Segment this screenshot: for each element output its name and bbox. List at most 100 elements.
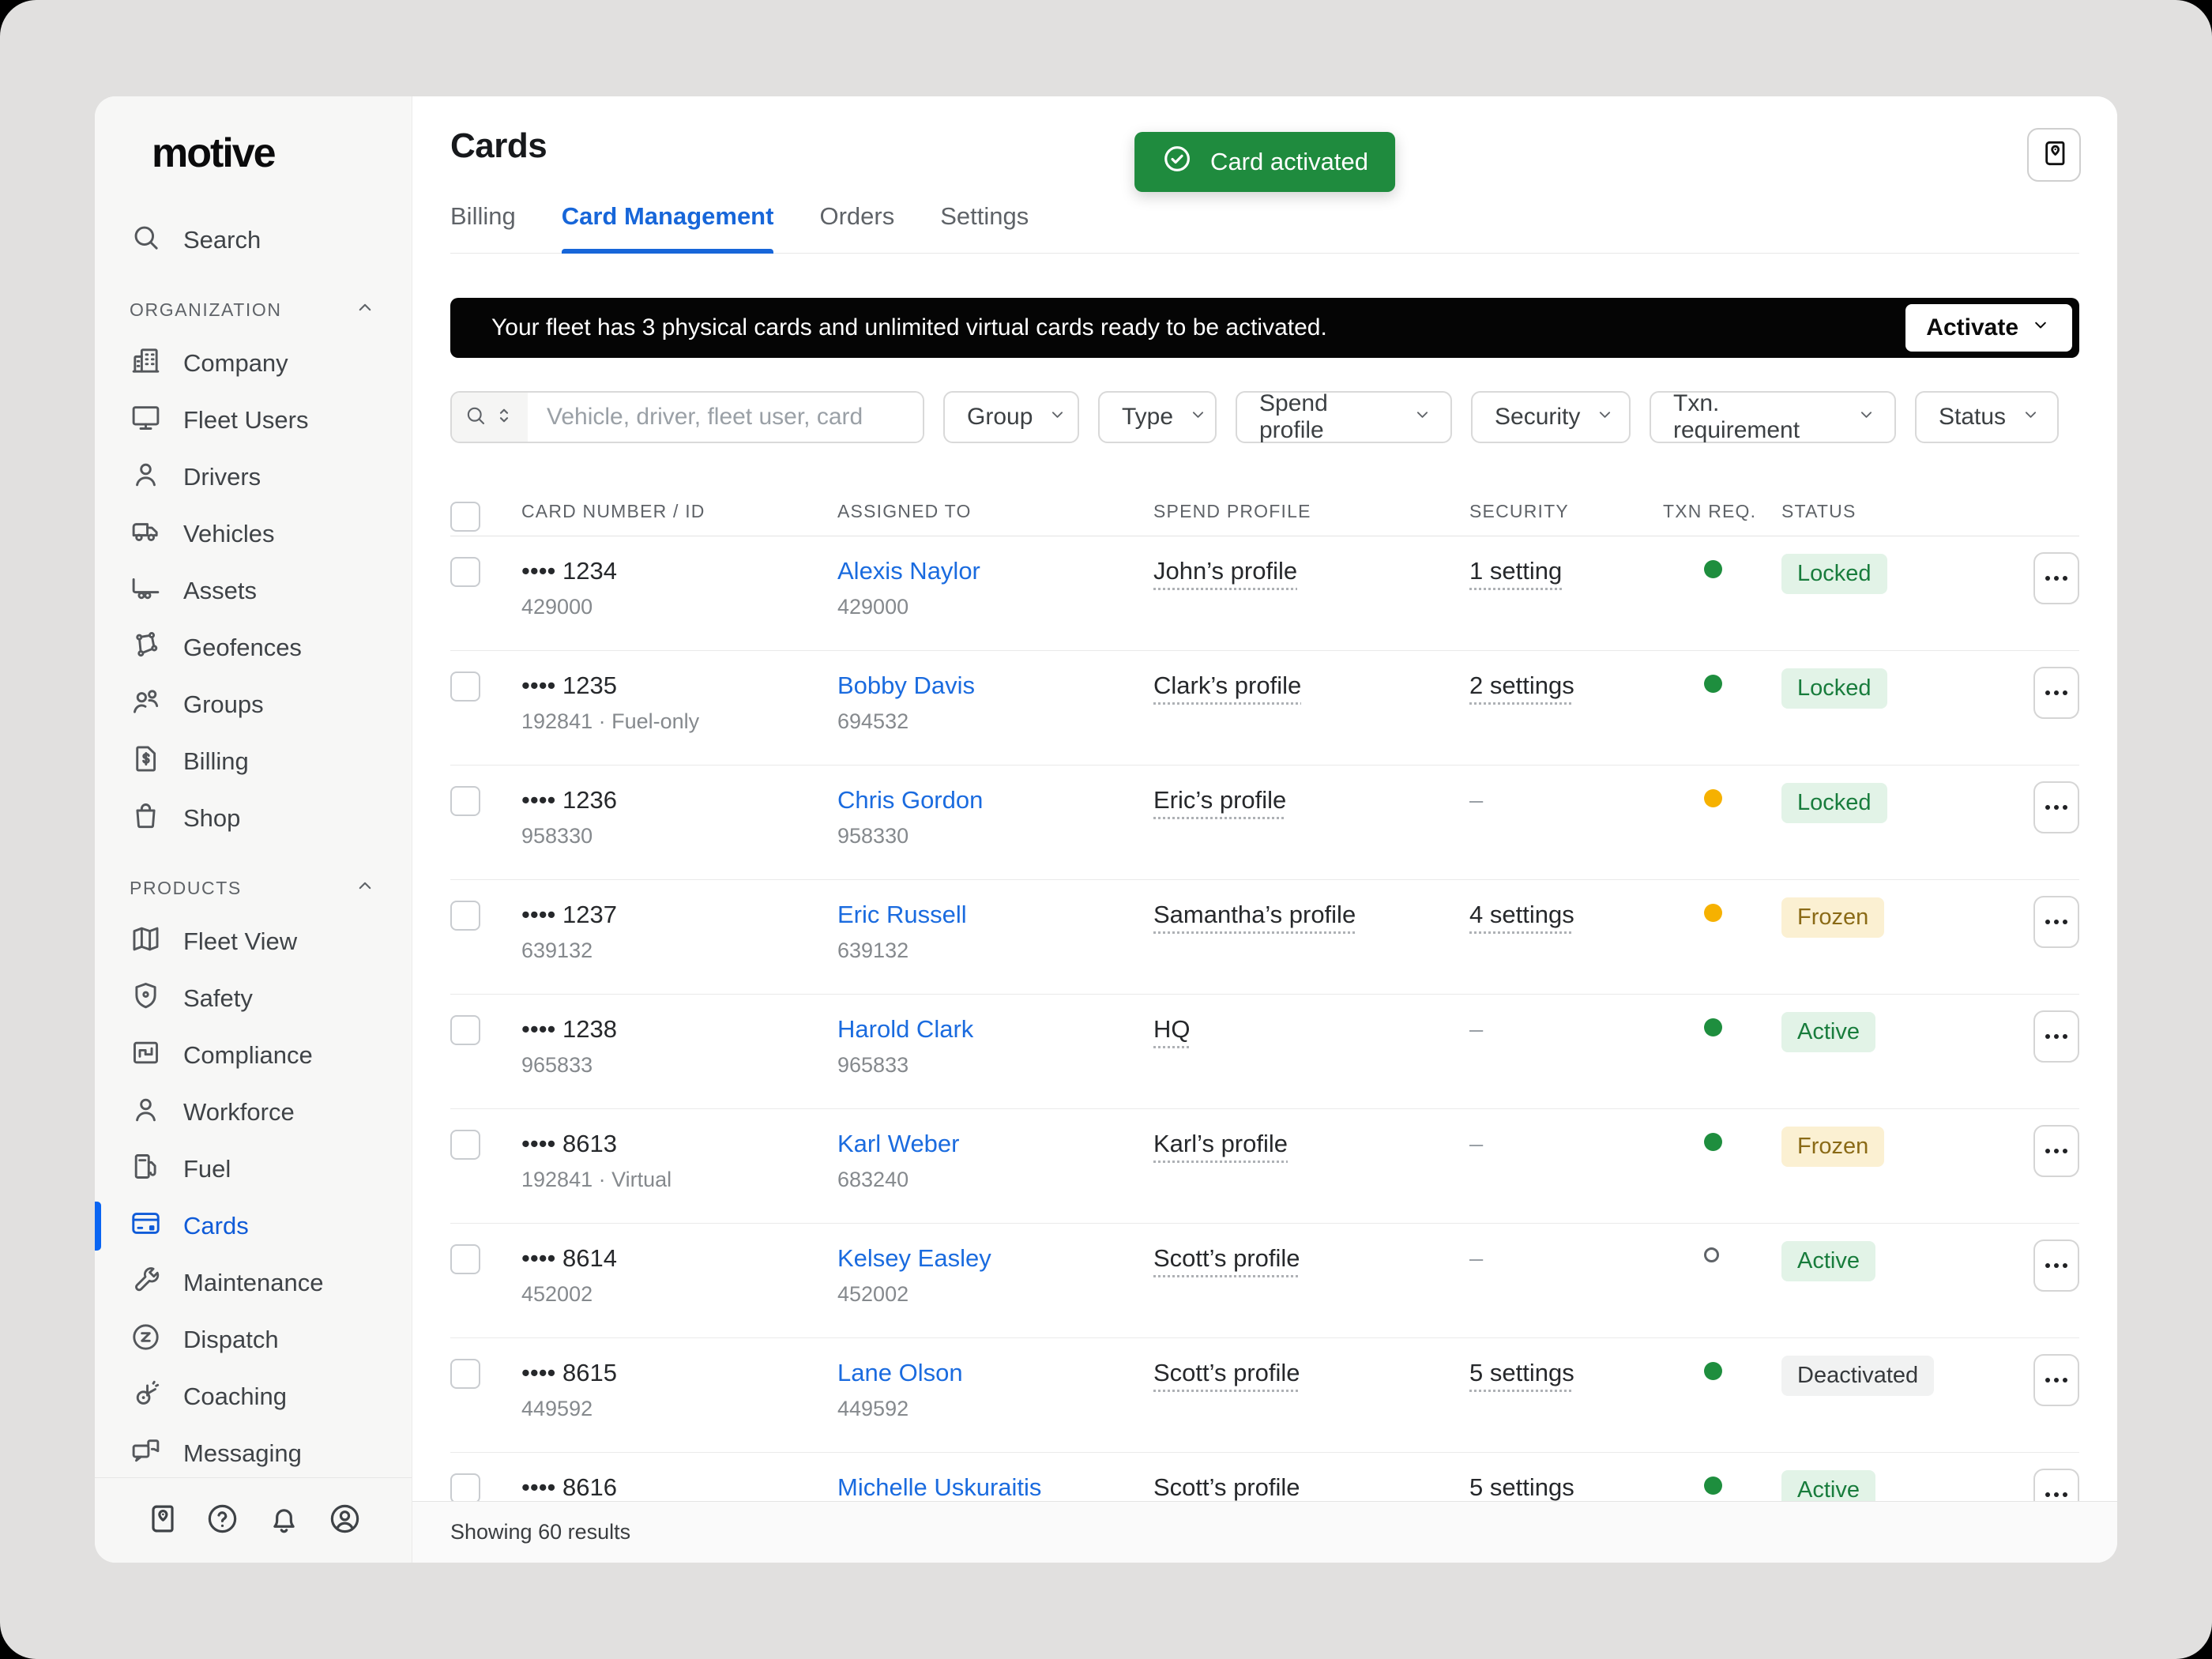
row-menu-button[interactable] (2033, 896, 2079, 948)
txn-req-dot-green (1704, 1018, 1722, 1036)
assigned-link[interactable]: Eric Russell (837, 901, 967, 928)
filter-spend-profile[interactable]: Spend profile (1236, 390, 1452, 443)
filter-type[interactable]: Type (1098, 391, 1217, 443)
sidebar-item-coaching[interactable]: Coaching (130, 1368, 377, 1425)
row-actions (2033, 1224, 2079, 1292)
row-menu-button[interactable] (2033, 1125, 2079, 1177)
tab-card-management[interactable]: Card Management (561, 202, 773, 254)
assigned-id: 449592 (837, 1397, 909, 1420)
filter-group[interactable]: Group (943, 391, 1079, 443)
sidebar-item-messaging[interactable]: Messaging (130, 1425, 377, 1477)
tab-orders[interactable]: Orders (819, 202, 895, 230)
drivers-icon (130, 458, 162, 497)
row-checkbox[interactable] (450, 901, 480, 931)
spend-profile-cell: John’s profile (1153, 536, 1469, 585)
card-number: •••• 8613 (521, 1130, 617, 1157)
row-checkbox[interactable] (450, 1130, 480, 1160)
security-value[interactable]: 5 settings (1469, 1473, 1574, 1501)
tab-settings[interactable]: Settings (940, 202, 1029, 230)
main-content: Cards Billing Card Management Orders Settin… (412, 96, 2117, 1563)
sidebar-item-geofences[interactable]: Geofences (130, 619, 377, 676)
chevron-down-icon (1047, 404, 1068, 431)
txn-req-cell (1663, 1338, 1781, 1380)
spend-profile-value[interactable]: Scott’s profile (1153, 1244, 1300, 1272)
row-menu-button[interactable] (2033, 1240, 2079, 1292)
sidebar-item-vehicles[interactable]: Vehicles (130, 506, 377, 562)
spend-profile-value[interactable]: Clark’s profile (1153, 672, 1302, 699)
vehicles-icon (130, 515, 162, 554)
sidebar-item-fleet-view[interactable]: Fleet View (130, 913, 377, 970)
spend-profile-value[interactable]: Eric’s profile (1153, 786, 1287, 814)
sidebar-item-maintenance[interactable]: Maintenance (130, 1255, 377, 1311)
account-icon[interactable] (327, 1501, 363, 1540)
sidebar-item-safety[interactable]: Safety (130, 970, 377, 1027)
sidebar-item-assets[interactable]: Assets (130, 562, 377, 619)
assigned-link[interactable]: Kelsey Easley (837, 1244, 991, 1272)
sidebar-item-shop[interactable]: Shop (130, 790, 377, 847)
sidebar-section-organization[interactable]: ORGANIZATION (130, 284, 377, 335)
sidebar-item-dispatch[interactable]: Dispatch (130, 1311, 377, 1368)
spend-profile-value[interactable]: Scott’s profile (1153, 1359, 1300, 1386)
assigned-link[interactable]: Bobby Davis (837, 672, 976, 699)
row-menu-button[interactable] (2033, 781, 2079, 833)
assigned-link[interactable]: Lane Olson (837, 1359, 963, 1386)
assigned-id: 452002 (837, 1282, 909, 1306)
row-menu-button[interactable] (2033, 1010, 2079, 1063)
assigned-cell: Chris Gordon 958330 (837, 766, 1153, 848)
row-checkbox[interactable] (450, 557, 480, 587)
guidebook-button[interactable] (2027, 128, 2081, 182)
sidebar-item-groups[interactable]: Groups (130, 676, 377, 733)
sidebar-item-fuel[interactable]: Fuel (130, 1141, 377, 1198)
bell-icon[interactable] (266, 1501, 302, 1540)
spend-profile-value[interactable]: Scott’s profile (1153, 1473, 1300, 1501)
row-checkbox[interactable] (450, 1244, 480, 1274)
row-checkbox[interactable] (450, 1473, 480, 1503)
sidebar-footer (95, 1477, 412, 1563)
assigned-link[interactable]: Chris Gordon (837, 786, 984, 814)
spend-profile-cell: Samantha’s profile (1153, 880, 1469, 929)
status-badge: Frozen (1781, 1127, 1885, 1167)
assigned-link[interactable]: Karl Weber (837, 1130, 960, 1157)
filter-txn-requirement[interactable]: Txn. requirement (1650, 390, 1896, 443)
filter-label: Status (1939, 404, 2007, 430)
status-cell: Active (1781, 1224, 1971, 1281)
sidebar-item-search[interactable]: Search (130, 212, 377, 269)
assigned-link[interactable]: Alexis Naylor (837, 557, 980, 585)
spend-profile-value[interactable]: John’s profile (1153, 557, 1298, 585)
row-checkbox[interactable] (450, 672, 480, 702)
row-checkbox[interactable] (450, 1359, 480, 1389)
security-value[interactable]: 4 settings (1469, 901, 1574, 928)
security-value[interactable]: 2 settings (1469, 672, 1574, 699)
row-menu-button[interactable] (2033, 1354, 2079, 1406)
search-scope-selector[interactable] (452, 393, 528, 442)
sidebar-item-compliance[interactable]: Compliance (130, 1027, 377, 1084)
sidebar-item-cards[interactable]: Cards (95, 1198, 377, 1255)
sidebar-item-billing[interactable]: Billing (130, 733, 377, 790)
activate-button[interactable]: Activate (1905, 304, 2072, 352)
tab-billing[interactable]: Billing (450, 202, 516, 230)
sidebar-item-company[interactable]: Company (130, 335, 377, 392)
spend-profile-value[interactable]: HQ (1153, 1015, 1191, 1043)
search-input[interactable] (528, 393, 923, 442)
row-checkbox[interactable] (450, 1015, 480, 1045)
spend-profile-value[interactable]: Samantha’s profile (1153, 901, 1356, 928)
sidebar-section-products[interactable]: PRODUCTS (130, 863, 377, 913)
sidebar-item-drivers[interactable]: Drivers (130, 449, 377, 506)
row-menu-button[interactable] (2033, 552, 2079, 604)
sidebar-item-workforce[interactable]: Workforce (130, 1084, 377, 1141)
select-all-checkbox[interactable] (450, 501, 480, 532)
row-menu-button[interactable] (2033, 667, 2079, 719)
filter-status[interactable]: Status (1915, 391, 2059, 443)
guidebook-icon[interactable] (144, 1501, 179, 1540)
row-checkbox[interactable] (450, 786, 480, 816)
company-icon (130, 344, 162, 383)
assigned-link[interactable]: Michelle Uskuraitis (837, 1473, 1042, 1501)
security-value[interactable]: 5 settings (1469, 1359, 1574, 1386)
help-icon[interactable] (205, 1501, 240, 1540)
filter-security[interactable]: Security (1471, 391, 1631, 443)
security-value[interactable]: 1 setting (1469, 557, 1563, 585)
assigned-link[interactable]: Harold Clark (837, 1015, 974, 1043)
messaging-icon (130, 1435, 162, 1473)
spend-profile-value[interactable]: Karl’s profile (1153, 1130, 1288, 1157)
sidebar-item-fleet-users[interactable]: Fleet Users (130, 392, 377, 449)
